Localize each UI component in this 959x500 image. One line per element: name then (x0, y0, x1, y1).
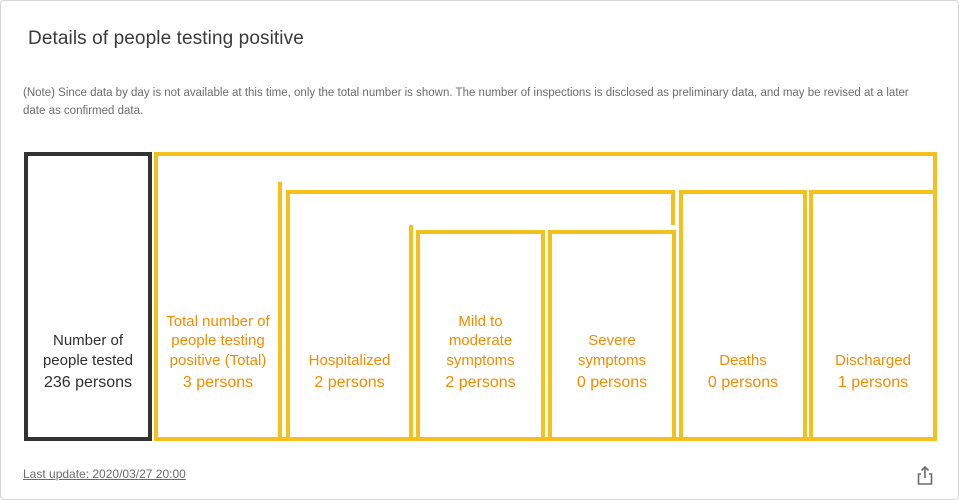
discharged-label: Discharged (835, 351, 911, 369)
share-icon[interactable] (915, 465, 935, 487)
card-title: Details of people testing positive (28, 28, 304, 49)
deaths-label: Deaths (719, 351, 767, 369)
mild-count: 2 persons (445, 374, 516, 391)
box-deaths: Deaths 0 persons (679, 190, 807, 441)
discharged-count: 1 persons (837, 374, 909, 391)
box-severe: Severe symptoms 0 persons (548, 230, 676, 441)
box-hospitalized-top (286, 190, 675, 225)
box-discharged: Discharged 1 persons (809, 190, 937, 441)
deaths-count: 0 persons (707, 374, 779, 391)
hospitalized-count: 2 persons (314, 374, 385, 391)
box-mild: Mild to moderate symptoms 2 persons (416, 230, 545, 441)
hospitalized-label: Hospitalized (308, 351, 391, 369)
note-text: (Note) Since data by day is not availabl… (23, 87, 909, 117)
box-hospitalized: Hospitalized 2 persons (286, 190, 413, 441)
severe-count: 0 persons (576, 374, 648, 391)
total-positive-label: Total number of people testing positive … (166, 312, 270, 369)
severe-label: Severe symptoms (577, 332, 647, 369)
people-tested-label: Number of people tested (42, 332, 134, 369)
people-tested-count: 236 persons (43, 374, 133, 391)
box-total-positive-inner: Total number of people testing positive … (154, 182, 282, 441)
box-people-tested: Number of people tested 236 persons (24, 152, 152, 441)
last-update-link[interactable]: Last update: 2020/03/27 20:00 (23, 467, 186, 481)
mild-label: Mild to moderate symptoms (446, 312, 515, 369)
total-positive-count: 3 persons (182, 374, 254, 391)
